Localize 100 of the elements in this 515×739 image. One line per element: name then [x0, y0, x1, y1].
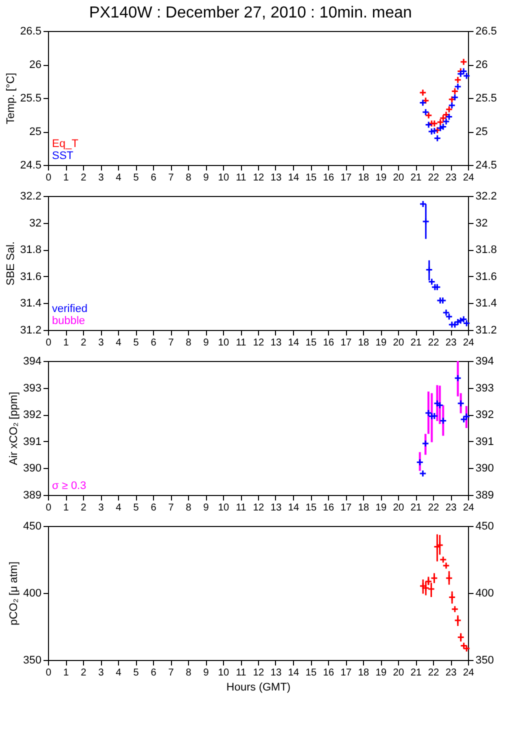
- chart-title: PX140W : December 27, 2010 : 10min. mean: [89, 4, 412, 22]
- x-tick-label: 22: [428, 668, 440, 678]
- x-tick-label: 21: [410, 502, 422, 514]
- x-tick-label: 20: [392, 502, 404, 514]
- x-tick-label: 7: [168, 172, 174, 184]
- x-tick-label: 23: [445, 172, 457, 184]
- x-tick-label: 16: [322, 338, 334, 348]
- y-tick-label: 390: [23, 462, 42, 475]
- x-tick-label: 0: [46, 502, 52, 514]
- y-tick-label: 24.5: [20, 160, 42, 172]
- y-tick-label: 25: [29, 126, 42, 138]
- x-tick-label: 8: [186, 172, 192, 184]
- y2-tick-label: 31.4: [476, 298, 497, 310]
- text: verified: [52, 303, 88, 315]
- y-tick-label: 31.4: [20, 298, 42, 310]
- y2-tick-label: 393: [476, 382, 494, 394]
- x-tick-label: 11: [236, 172, 247, 184]
- x-tick-label: 1: [63, 668, 70, 678]
- x-tick-label: 13: [270, 338, 282, 348]
- x-tick-label: 14: [288, 668, 300, 678]
- x-tick-label: 11: [236, 668, 247, 678]
- y2-tick-label: 400: [476, 588, 494, 600]
- x-tick-label: 19: [375, 338, 387, 348]
- y2-tick-label: 390: [476, 462, 494, 475]
- x-tick-label: 6: [150, 172, 157, 184]
- x-tick-label: 21: [410, 668, 422, 678]
- x-tick-label: 20: [392, 338, 404, 348]
- y-tick-label: 31.6: [20, 270, 42, 283]
- x-tick-label: 7: [168, 502, 174, 514]
- x-tick-label: 3: [98, 668, 104, 678]
- x-tick-label: 15: [305, 668, 317, 678]
- x-tick-label: 0: [46, 172, 52, 184]
- x-tick-label: 12: [252, 172, 264, 184]
- x-tick-label: 8: [186, 668, 192, 678]
- y2-tick-label: 31.8: [476, 244, 497, 256]
- x-tick-label: 10: [218, 172, 230, 184]
- y-tick-label: 392: [23, 409, 42, 422]
- y-tick-label: 31.2: [20, 324, 42, 336]
- y2-tick-label: 391: [476, 436, 494, 448]
- x-tick-label: 8: [186, 502, 192, 514]
- x-tick-label: 21: [410, 172, 422, 184]
- y2-tick-label: 32.2: [476, 190, 497, 202]
- x-tick-label: 23: [445, 668, 457, 678]
- y-tick-label: 391: [23, 436, 42, 448]
- y2-tick-label: 394: [476, 356, 494, 368]
- x-tick-label: 1: [63, 172, 70, 184]
- y2-tick-label: 26: [476, 59, 488, 71]
- x-tick-label: 24: [462, 338, 474, 348]
- x-tick-label: 17: [340, 668, 352, 678]
- x-tick-label: 11: [236, 502, 247, 514]
- y2-tick-label: 26.5: [476, 26, 497, 38]
- x-tick-label: 20: [392, 668, 404, 678]
- x-tick-label: 7: [168, 668, 174, 678]
- x-tick-label: 17: [340, 172, 352, 184]
- x-tick-label: 4: [116, 502, 122, 514]
- x-tick-label: 20: [392, 172, 404, 184]
- y2-tick-label: 24.5: [476, 160, 497, 172]
- x-tick-label: 15: [305, 338, 317, 348]
- y2-tick-label: 450: [476, 520, 494, 532]
- x-tick-label: 19: [375, 502, 387, 514]
- x-tick-label: 17: [340, 502, 352, 514]
- y-tick-label: 26: [29, 59, 42, 71]
- x-tick-label: 1: [63, 502, 70, 514]
- x-tick-label: 12: [252, 668, 264, 678]
- x-tick-label: 2: [80, 668, 87, 678]
- x-tick-label: 10: [218, 502, 230, 514]
- x-tick-label: 15: [305, 502, 317, 514]
- x-tick-label: 4: [116, 668, 122, 678]
- x-tick-label: 22: [428, 338, 440, 348]
- y-tick-label: 350: [23, 654, 42, 666]
- x-tick-label: 18: [358, 338, 370, 348]
- x-tick-label: 5: [133, 502, 140, 514]
- x-tick-label: 6: [150, 338, 157, 348]
- x-tick-label: 6: [150, 668, 157, 678]
- x-tick-label: 14: [288, 502, 300, 514]
- y2-tick-label: 25: [476, 126, 488, 138]
- x-tick-label: 16: [322, 172, 334, 184]
- x-axis-title: Hours (GMT): [226, 682, 291, 694]
- x-tick-label: 6: [150, 502, 157, 514]
- x-tick-label: 2: [80, 338, 87, 348]
- y-axis-title: Air xCO₂ [ppm]: [8, 392, 20, 466]
- x-tick-label: 23: [445, 502, 457, 514]
- x-tick-label: 15: [305, 172, 317, 184]
- x-tick-label: 19: [375, 172, 387, 184]
- x-tick-label: 23: [445, 338, 457, 348]
- x-tick-label: 13: [270, 668, 282, 678]
- x-tick-label: 13: [270, 172, 282, 184]
- x-tick-label: 18: [358, 668, 370, 678]
- x-tick-label: 4: [116, 338, 122, 348]
- x-tick-label: 9: [203, 172, 210, 184]
- x-tick-label: 13: [270, 502, 282, 514]
- x-tick-label: 3: [98, 338, 104, 348]
- x-tick-label: 16: [322, 502, 334, 514]
- x-tick-label: 9: [203, 338, 210, 348]
- x-tick-label: 24: [462, 668, 474, 678]
- x-tick-label: 14: [288, 338, 300, 348]
- x-tick-label: 22: [428, 502, 440, 514]
- x-tick-label: 1: [63, 338, 70, 348]
- y2-tick-label: 25.5: [476, 92, 497, 104]
- text: SST: [52, 150, 74, 162]
